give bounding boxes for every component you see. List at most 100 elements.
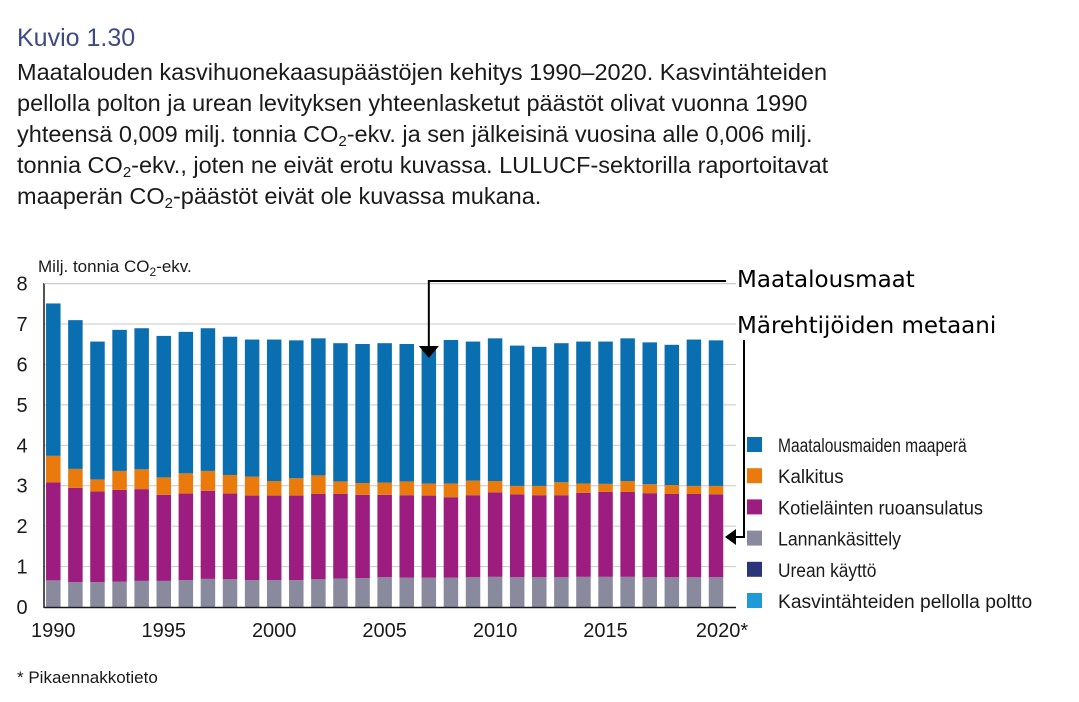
y-tick-label: 6 — [16, 354, 27, 376]
y-tick-label: 3 — [16, 476, 27, 498]
bar-segment — [134, 580, 149, 607]
bar-segment — [620, 338, 635, 482]
bar-segment — [421, 577, 437, 607]
bar-segment — [598, 491, 613, 577]
legend-swatch — [747, 499, 762, 515]
bar-segment — [443, 483, 459, 498]
bar-segment — [112, 581, 127, 607]
y-tick-label: 1 — [16, 557, 27, 579]
legend-label: Kotieläinten ruoansulatus — [778, 498, 983, 519]
bar-segment — [642, 342, 657, 485]
bar-segment — [90, 341, 105, 480]
y-axis-label-text: -ekv. — [156, 257, 192, 276]
bar-segment — [377, 482, 392, 495]
bar-segment — [532, 485, 547, 496]
annotation-line — [735, 340, 745, 538]
bar-segment — [222, 579, 238, 607]
bar-segment — [266, 580, 282, 607]
bar-segment — [554, 495, 569, 578]
bar-segment — [443, 497, 459, 578]
bar-segment — [399, 481, 414, 496]
bar-segment — [642, 484, 657, 494]
bar-segment — [244, 339, 260, 477]
bar-segment — [642, 493, 657, 578]
bar-segment — [90, 491, 105, 583]
bar-segment — [134, 469, 149, 490]
bar-segment — [598, 341, 613, 484]
annotation-marehtijoiden-metaani: Märehtijöiden metaani — [737, 313, 996, 339]
bar-segment — [266, 481, 282, 496]
bar-segment — [686, 577, 702, 607]
bar-segment — [200, 490, 216, 579]
legend-label: Urean käyttö — [778, 561, 876, 582]
legend-label: Maatalousmaiden maaperä — [778, 436, 967, 457]
bar-segment — [46, 580, 61, 607]
bar-segment — [686, 339, 702, 486]
bar-segment — [598, 576, 613, 607]
bar-segment — [112, 489, 127, 582]
caption-text: Maatalouden kasvihuonekaasupäästöjen keh… — [17, 59, 828, 85]
bar-segment — [311, 475, 326, 494]
bar-segment — [222, 474, 238, 494]
bar-segment — [46, 455, 61, 483]
y-tick-label: 0 — [16, 597, 27, 619]
caption-line: maaperän CO2-päästöt eivät ole kuvassa m… — [17, 182, 541, 212]
bar-segment — [509, 494, 525, 578]
legend-swatch — [747, 561, 762, 577]
bar-segment — [68, 487, 83, 583]
bar-segment — [355, 494, 370, 579]
bar-segment — [487, 576, 503, 607]
bar-segment — [156, 335, 171, 478]
bar-segment — [222, 336, 238, 475]
arrow-left-icon — [725, 529, 736, 545]
bar-segment — [90, 479, 105, 492]
y-axis-label: Milj. tonnia CO2-ekv. — [38, 257, 192, 279]
bar-segment — [443, 577, 459, 607]
bar-segment — [200, 328, 216, 471]
x-tick-label: 2020* — [696, 620, 748, 642]
y-tick-label: 8 — [16, 274, 27, 296]
bar-segment — [465, 577, 481, 607]
bar-segment — [708, 577, 724, 607]
bar-segment — [266, 339, 282, 482]
bar-segment — [465, 341, 481, 481]
arrow-down-icon — [418, 346, 439, 358]
bar-segment — [178, 493, 194, 581]
bar-segment — [355, 578, 370, 607]
bar-segment — [576, 576, 591, 607]
caption-line: tonnia CO2-ekv., joten ne eivät erotu ku… — [17, 151, 829, 180]
bar-segment — [532, 495, 547, 578]
bar-segment — [222, 493, 238, 580]
caption-text: -ekv. ja sen jälkeisinä vuosina alle 0,0… — [346, 121, 813, 147]
legend-label: Lannankäsittely — [778, 530, 901, 551]
bar-segment — [509, 345, 525, 486]
bar-segment — [421, 483, 437, 496]
subscript: 2 — [164, 195, 173, 212]
bar-segment — [421, 495, 437, 578]
bar-segment — [664, 493, 680, 578]
bar-segment — [333, 493, 348, 579]
caption-text: -ekv., joten ne eivät erotu kuvassa. LUL… — [131, 152, 829, 178]
legend-label: Kasvintähteiden pellolla poltto — [778, 592, 1032, 613]
bar-segment — [399, 343, 414, 482]
bar-segment — [664, 344, 680, 486]
legend-swatch — [747, 593, 762, 608]
bar-segment — [289, 340, 304, 479]
annotation-line — [427, 280, 726, 348]
bar-segment — [289, 478, 304, 496]
bar-segment — [399, 495, 414, 578]
bar-segment — [708, 340, 724, 486]
figure-label: Kuvio 1.30 — [17, 24, 136, 52]
x-tick-label: 2015 — [583, 620, 628, 642]
bar-segment — [200, 578, 216, 607]
bar-segment — [620, 481, 635, 492]
bar-segment — [333, 578, 348, 607]
caption-text: maaperän CO — [17, 183, 165, 209]
bar-segment — [576, 483, 591, 493]
x-tick-label: 1990 — [31, 620, 76, 642]
subscript: 2 — [338, 133, 347, 150]
bar-segment — [244, 580, 260, 607]
legend-label: Kalkitus — [778, 467, 844, 488]
